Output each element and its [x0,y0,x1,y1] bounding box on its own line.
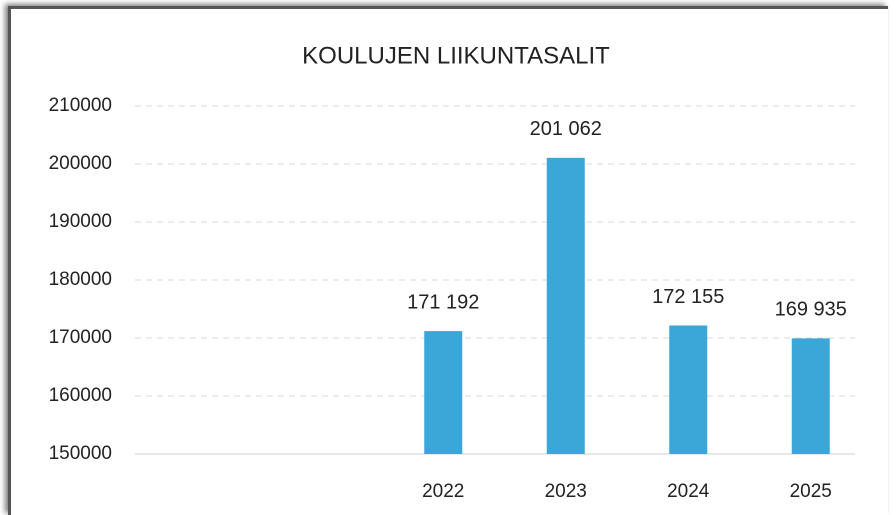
x-tick-label: 2022 [422,481,464,502]
y-tick-label: 160000 [49,385,112,406]
value-label: 172 155 [652,286,724,308]
value-label: 201 062 [530,118,602,140]
x-tick-label: 2025 [790,481,832,502]
y-tick-label: 150000 [49,443,112,464]
bar [424,331,463,454]
y-tick-label: 210000 [49,95,112,116]
bar [669,325,708,454]
chart-title: KOULUJEN LIIKUNTASALIT [302,42,610,69]
x-tick-label: 2024 [667,481,710,502]
value-label: 169 935 [775,299,847,321]
y-tick-label: 180000 [49,269,112,290]
y-tick-label: 170000 [49,327,112,348]
y-tick-label: 190000 [49,211,112,232]
y-tick-label: 200000 [49,153,112,174]
x-tick-label: 2023 [545,481,587,502]
bar [546,157,585,454]
value-label: 171 192 [407,291,479,313]
bar [791,338,830,454]
